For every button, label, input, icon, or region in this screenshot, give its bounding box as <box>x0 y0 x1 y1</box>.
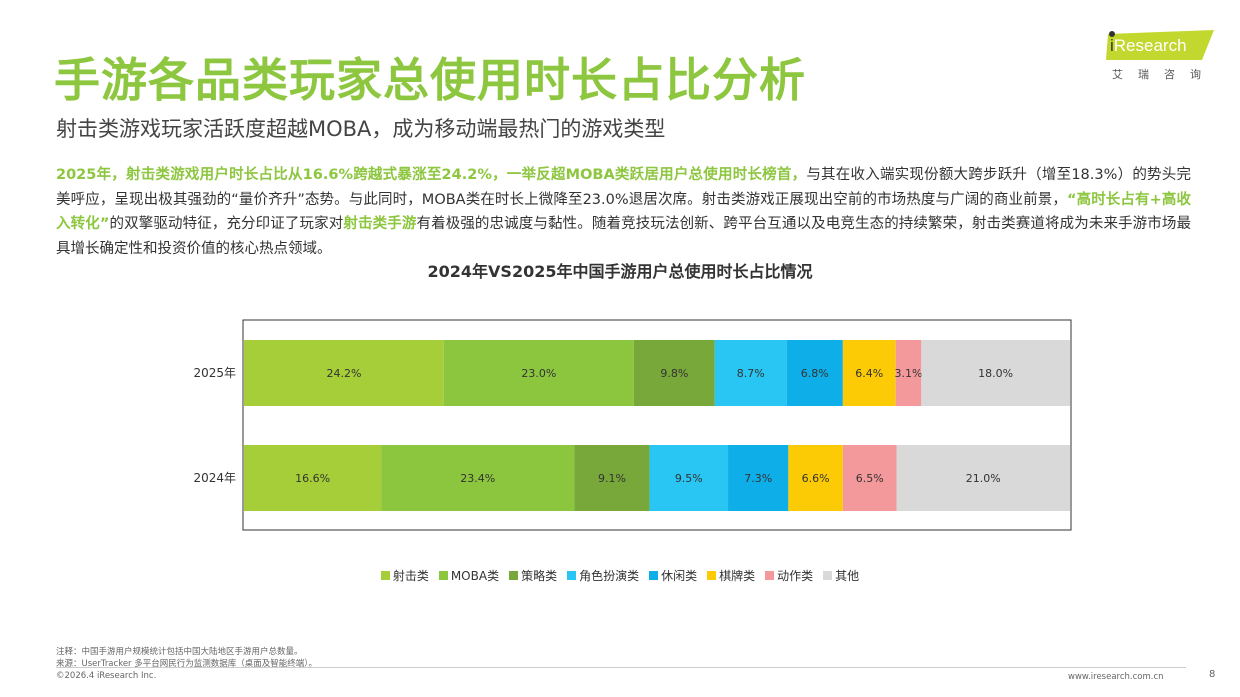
summary-text-3: 有着极强的忠诚度与黏性。随着竞技玩法创新、跨平台互通以及电竞生态的持续繁荣，射击… <box>56 216 1192 257</box>
bars-group: 24.2% 23.0% 9.8% 8.7% 6.8% 6.4% 3.1% 18.0% 16.6%… <box>244 340 1070 511</box>
bar-segment <box>786 340 843 406</box>
legend-swatch <box>438 571 448 580</box>
summary-highlight-3: 射击类手游 <box>343 216 417 232</box>
bar-value-label: 23.4% <box>460 472 495 485</box>
page-subtitle: 射击类游戏玩家活跃度超越MOBA，成为移动端最热门的游戏类型 <box>56 117 666 141</box>
summary-highlight-2: “高时长占有+高收入转化” <box>56 191 1191 233</box>
category-label: 2025年 <box>193 366 236 380</box>
bar-value-label: 18.0% <box>978 367 1013 380</box>
legend-label: 射击类 <box>392 569 429 583</box>
footer-copyright: ©2026.4 iResearch Inc. <box>56 671 157 681</box>
bar-value-label: 21.0% <box>966 472 1001 485</box>
bar-value-label: 9.1% <box>598 472 626 485</box>
legend-label: 棋牌类 <box>719 569 756 583</box>
legend-swatch <box>649 571 659 580</box>
summary-highlight-1: 2025年，射击类游戏用户时长占比从16.6%跨越式暴涨至24.2%，一举反超M… <box>56 167 807 183</box>
footer-source: 来源：UserTracker 多平台网民行为监测数据库（桌面及智能终端）。 <box>56 659 317 669</box>
bar-value-label: 6.5% <box>856 472 884 485</box>
bar-value-label: 23.0% <box>521 367 556 380</box>
bar-segment <box>788 445 843 511</box>
plot-frame <box>242 319 1072 531</box>
summary-text-2: 的双擎驱动特征，充分印证了玩家对 <box>109 216 344 232</box>
bar-value-label: 8.7% <box>737 367 765 380</box>
bar-segment <box>244 445 382 511</box>
legend-swatch <box>765 571 775 580</box>
chart-legend: 射击类 MOBA类 策略类 角色扮演类 休闲类 棋牌类 动作类 其他 <box>0 567 1240 584</box>
logo-i: i <box>1110 36 1114 55</box>
bar-value-label: 9.8% <box>660 367 688 380</box>
logo-chinese: 艾瑞咨询 <box>1112 68 1216 81</box>
bar-value-label: 7.3% <box>744 472 772 485</box>
legend-label: 休闲类 <box>661 569 698 583</box>
bar-value-label: 6.4% <box>855 367 883 380</box>
legend-label: 策略类 <box>521 569 558 583</box>
stacked-bar-chart: 24.2% 23.0% 9.8% 8.7% 6.8% 6.4% 3.1% 18.0% 16.6%… <box>193 319 1072 531</box>
legend-swatch <box>509 571 519 580</box>
bar-value-label: 6.6% <box>802 472 830 485</box>
bar-segment <box>381 445 575 511</box>
footer-url: www.iresearch.com.cn <box>1068 672 1164 682</box>
summary-paragraph: 2025年，射击类游戏用户时长占比从16.6%跨越式暴涨至24.2%，一举反超M… <box>56 163 1191 261</box>
bar-segment <box>649 445 729 511</box>
legend-item: 休闲类 <box>649 567 697 584</box>
bar-segment <box>842 340 896 406</box>
page-number: 8 <box>1209 669 1216 680</box>
legend-item: 射击类 <box>380 567 429 584</box>
legend-item: 其他 <box>823 567 859 584</box>
legend-label: 其他 <box>835 569 860 583</box>
logo-wordmark: iResearch <box>1110 36 1187 56</box>
bar-segment <box>895 340 922 406</box>
legend-item: 角色扮演类 <box>567 567 639 584</box>
logo-research: Research <box>1113 36 1187 55</box>
category-label: 2024年 <box>193 471 236 485</box>
page-title: 手游各品类玩家总使用时长占比分析 <box>54 53 806 107</box>
bar-segment <box>574 445 650 511</box>
bar-segment <box>714 340 787 406</box>
legend-swatch <box>823 571 833 580</box>
footer-divider <box>56 667 1186 668</box>
bar-value-label: 3.1% <box>895 367 923 380</box>
bar-value-label: 24.2% <box>326 367 361 380</box>
bar-value-label: 16.6% <box>295 472 330 485</box>
bar-segment <box>633 340 715 406</box>
legend-item: MOBA类 <box>438 567 500 584</box>
footer-note: 注释：中国手游用户规模统计包括中国大陆地区手游用户总数量。 <box>56 647 303 657</box>
legend-item: 棋牌类 <box>707 567 755 584</box>
bar-segment <box>842 445 897 511</box>
legend-label: 角色扮演类 <box>579 569 640 583</box>
logo-badge <box>1106 30 1214 60</box>
legend-label: 动作类 <box>777 569 814 583</box>
bar-segment <box>443 340 634 406</box>
bar-value-label: 6.8% <box>801 367 829 380</box>
iresearch-logo: iResearch 艾瑞咨询 <box>1104 30 1216 82</box>
bar-segment <box>728 445 789 511</box>
chart-title: 2024年VS2025年中国手游用户总使用时长占比情况 <box>427 262 813 281</box>
bar-value-label: 9.5% <box>675 472 703 485</box>
legend-label: MOBA类 <box>450 569 500 583</box>
legend-item: 动作类 <box>765 567 813 584</box>
legend-swatch <box>380 571 390 580</box>
bar-segment <box>921 340 1070 406</box>
legend-item: 策略类 <box>509 567 557 584</box>
bar-segment <box>896 445 1070 511</box>
legend-swatch <box>567 571 577 580</box>
bar-segment <box>244 340 444 406</box>
summary-text-1: 与其在收入端实现份额大跨步跃升（增至18.3%）的势头完美呼应，呈现出极其强劲的… <box>56 167 1191 208</box>
legend-swatch <box>707 571 717 580</box>
